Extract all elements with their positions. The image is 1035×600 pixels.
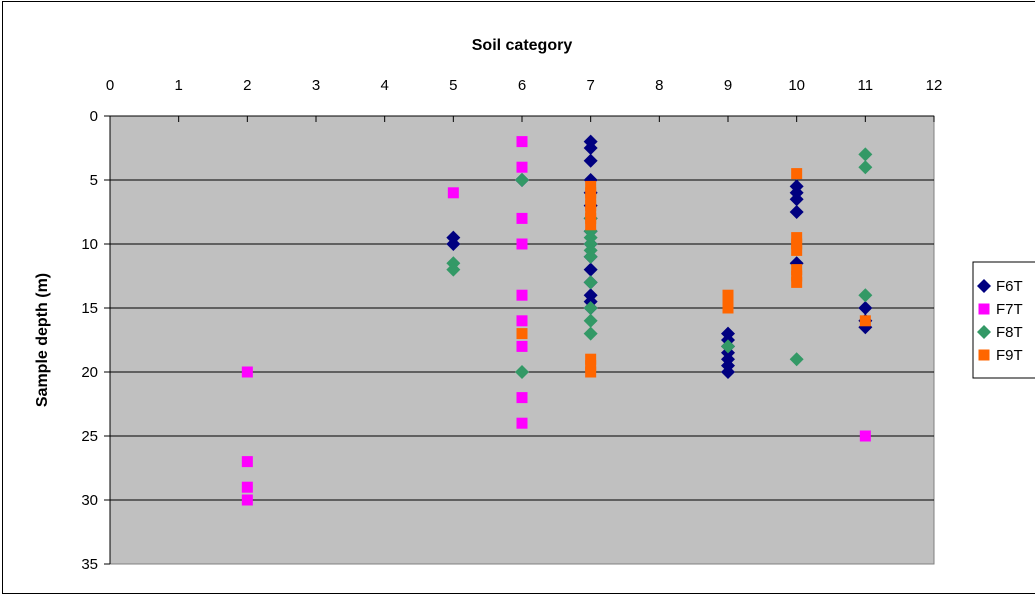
legend: F6T F7T F8T F9T: [973, 262, 1035, 378]
x-tick-label: 0: [106, 77, 114, 94]
f7t-point: [517, 341, 528, 352]
f7t-point: [242, 367, 253, 378]
f7t-point: [242, 482, 253, 493]
y-tick-label: 10: [81, 236, 98, 253]
x-tick-label: 9: [724, 77, 732, 94]
legend-marker-f7t: [979, 304, 990, 315]
x-axis-title: Soil category: [472, 37, 573, 54]
f7t-point: [517, 239, 528, 250]
x-tick-label: 8: [655, 77, 663, 94]
f9t-point: [585, 367, 596, 378]
x-tick-label: 10: [788, 77, 805, 94]
f7t-point: [242, 456, 253, 467]
f7t-point: [517, 315, 528, 326]
y-tick-label: 5: [90, 172, 98, 189]
x-tick-label: 12: [926, 77, 943, 94]
x-tick-label: 3: [312, 77, 320, 94]
f7t-point: [517, 392, 528, 403]
legend-label-f7t: F7T: [996, 301, 1023, 318]
f7t-point: [517, 290, 528, 301]
f7t-point: [517, 213, 528, 224]
y-tick-label: 20: [81, 364, 98, 381]
f9t-point: [860, 315, 871, 326]
f9t-point: [723, 303, 734, 314]
y-tick-label: 15: [81, 300, 98, 317]
y-tick-label: 35: [81, 556, 98, 573]
legend-label-f6t: F6T: [996, 278, 1023, 295]
x-tick-label: 7: [586, 77, 594, 94]
f7t-point: [517, 136, 528, 147]
x-tick-label: 5: [449, 77, 457, 94]
y-tick-label: 25: [81, 428, 98, 445]
f9t-point: [585, 219, 596, 230]
y-tick-label: 0: [90, 108, 98, 125]
x-tick-label: 4: [380, 77, 388, 94]
legend-marker-f9t: [979, 350, 990, 361]
y-axis-title: Sample depth (m): [34, 273, 51, 407]
f9t-point: [791, 277, 802, 288]
f7t-point: [517, 162, 528, 173]
f9t-point: [791, 245, 802, 256]
y-tick-label: 30: [81, 492, 98, 509]
x-tick-label: 2: [243, 77, 251, 94]
f9t-point: [791, 168, 802, 179]
x-tick-label: 6: [518, 77, 526, 94]
f9t-point: [517, 328, 528, 339]
legend-label-f9t: F9T: [996, 347, 1023, 364]
legend-label-f8t: F8T: [996, 324, 1023, 341]
x-tick-label: 1: [174, 77, 182, 94]
f7t-point: [517, 418, 528, 429]
f7t-point: [860, 431, 871, 442]
f7t-point: [448, 187, 459, 198]
x-tick-label: 11: [858, 77, 874, 94]
f7t-point: [242, 495, 253, 506]
